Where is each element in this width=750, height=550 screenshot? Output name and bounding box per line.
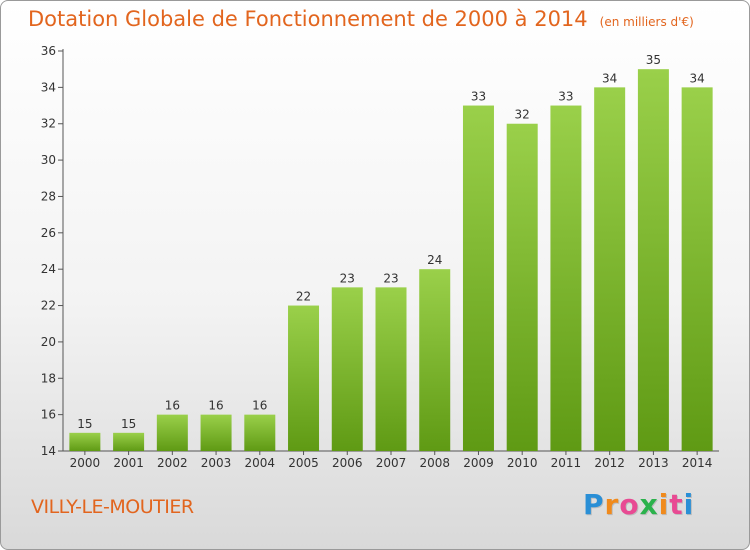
y-tick-label: 14 [41, 444, 56, 458]
value-label: 33 [471, 90, 486, 104]
x-tick-label: 2013 [638, 456, 669, 470]
bar [375, 287, 407, 451]
bar [419, 269, 451, 451]
proxiti-logo[interactable]: Proxiti [583, 488, 694, 521]
value-label: 23 [383, 271, 398, 285]
bar [113, 432, 145, 451]
title-row: Dotation Globale de Fonctionnement de 20… [28, 7, 694, 31]
value-label: 22 [296, 290, 311, 304]
x-tick-label: 2007 [376, 456, 407, 470]
bars [69, 69, 713, 452]
x-tick-label: 2011 [551, 456, 582, 470]
value-labels: 15 15 16 16 16 22 23 23 24 33 32 33 34 35 34 [77, 53, 705, 431]
value-label: 33 [558, 90, 573, 104]
x-tick-label: 2009 [463, 456, 494, 470]
x-tick-label: 2003 [201, 456, 232, 470]
bar [594, 87, 626, 451]
y-tick-label: 26 [41, 226, 56, 240]
x-tick-label: 2004 [245, 456, 276, 470]
value-label: 35 [646, 53, 661, 67]
y-tick-label: 32 [41, 117, 56, 131]
x-tick-label: 2000 [70, 456, 101, 470]
chart-subtitle: (en milliers d'€) [599, 15, 694, 29]
value-label: 34 [602, 71, 617, 85]
x-tick-label: 2008 [419, 456, 450, 470]
bar [288, 305, 320, 451]
x-tick-label: 2001 [113, 456, 144, 470]
logo-letter: t [669, 488, 684, 521]
x-tick-label: 2010 [507, 456, 538, 470]
value-label: 32 [515, 108, 530, 122]
y-tick-label: 30 [41, 153, 56, 167]
y-tick-label: 16 [41, 408, 56, 422]
bar [550, 105, 582, 451]
logo-letter: o [619, 488, 640, 521]
axes: 14 16 18 20 22 24 26 28 30 32 34 36 2000 2001 2002 2003… [41, 44, 719, 470]
y-tick-label: 34 [41, 80, 56, 94]
bar [244, 414, 276, 451]
logo-letter: P [583, 488, 605, 521]
y-tick-label: 36 [41, 44, 56, 58]
logo-letter: x [639, 488, 659, 521]
x-tick-label: 2012 [594, 456, 625, 470]
x-tick-label: 2002 [157, 456, 188, 470]
chart-title: Dotation Globale de Fonctionnement de 20… [28, 7, 588, 31]
y-tick-label: 22 [41, 299, 56, 313]
value-label: 16 [165, 399, 180, 413]
y-tick-label: 20 [41, 335, 56, 349]
logo-letter: i [683, 488, 695, 521]
bar [156, 414, 188, 451]
value-label: 24 [427, 253, 442, 267]
y-tick-label: 24 [41, 262, 56, 276]
logo-letter: i [658, 488, 670, 521]
y-tick-label: 18 [41, 371, 56, 385]
bar [637, 69, 669, 451]
x-tick-label: 2014 [682, 456, 713, 470]
value-label: 16 [252, 399, 267, 413]
bar [331, 287, 363, 451]
x-tick-label: 2005 [288, 456, 319, 470]
bar [200, 414, 232, 451]
logo-letter: r [604, 488, 620, 521]
bar [462, 105, 494, 451]
bar [506, 123, 538, 452]
x-tick-label: 2006 [332, 456, 363, 470]
bar [69, 432, 101, 451]
value-label: 15 [77, 417, 92, 431]
bar [681, 87, 713, 451]
value-label: 23 [340, 271, 355, 285]
value-label: 15 [121, 417, 136, 431]
value-label: 16 [208, 399, 223, 413]
value-label: 34 [689, 71, 704, 85]
commune-name: VILLY-LE-MOUTIER [31, 496, 194, 518]
y-tick-label: 28 [41, 189, 56, 203]
